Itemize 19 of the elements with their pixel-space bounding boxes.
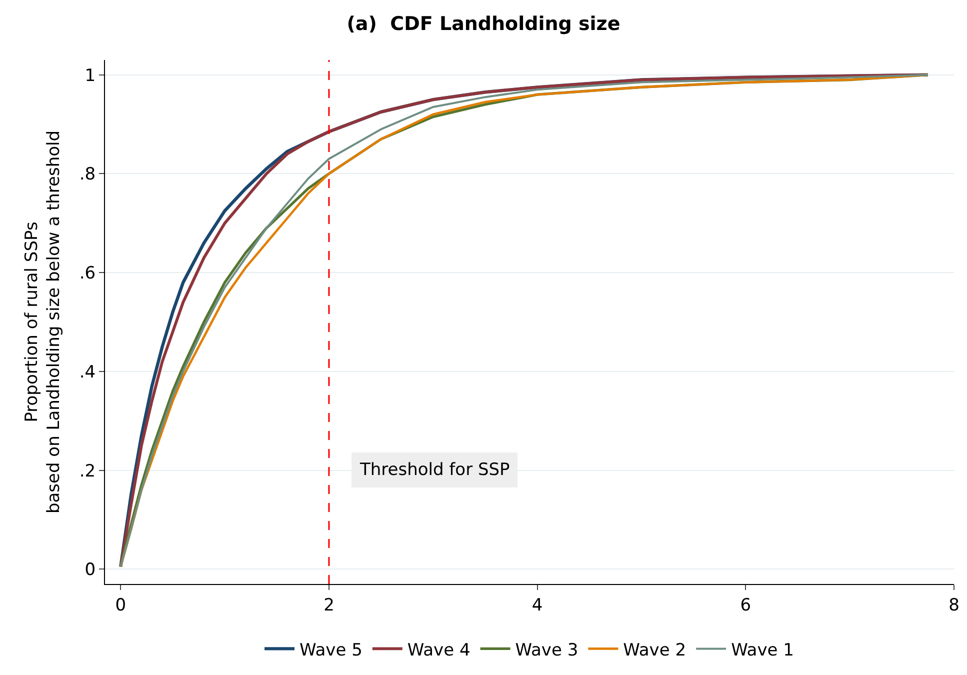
x-tick-label: 0 — [115, 595, 126, 616]
y-tick-label: .8 — [79, 164, 96, 185]
y-tick-label: .4 — [79, 362, 96, 382]
chart-title: (a) CDF Landholding size — [346, 13, 620, 36]
legend-label: Wave 3 — [515, 640, 578, 660]
y-axis-title: Proportion of rural SSPs based on Landholding size below a threshold — [22, 130, 64, 514]
legend-label: Wave 4 — [407, 640, 470, 660]
x-tick-label: 6 — [740, 595, 752, 616]
y-tick-label: 0 — [84, 560, 96, 580]
legend-label: Wave 5 — [300, 640, 362, 660]
x-tick-label: 4 — [532, 595, 543, 616]
x-tick-label: 8 — [948, 595, 960, 616]
y-tick-label: .6 — [79, 264, 96, 284]
ref-line-label: Threshold for SSP — [359, 460, 510, 480]
legend-label: Wave 2 — [623, 640, 686, 660]
x-tick-label: 2 — [324, 595, 334, 616]
legend-label: Wave 1 — [731, 640, 794, 660]
y-tick-label: .2 — [79, 461, 96, 482]
y-tick-label: 1 — [84, 66, 96, 86]
